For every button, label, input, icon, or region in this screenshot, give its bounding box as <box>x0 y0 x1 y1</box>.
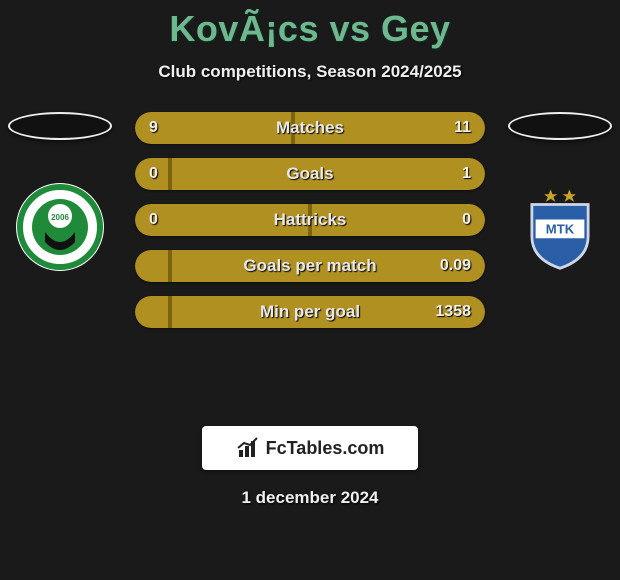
stat-bar: Goals per match0.09 <box>135 250 485 282</box>
right-crest-label: MTK <box>546 222 575 237</box>
stat-bar: Min per goal1358 <box>135 296 485 328</box>
footer-date: 1 december 2024 <box>0 488 620 508</box>
chart-icon <box>236 436 260 460</box>
left-crest-year: 2006 <box>51 213 69 222</box>
stat-bar-fill-right <box>310 204 485 236</box>
brand-badge: FcTables.com <box>202 426 418 470</box>
stat-bar: Goals01 <box>135 158 485 190</box>
left-player-ellipse <box>8 112 112 140</box>
left-club-crest: 2006 <box>15 182 105 272</box>
stat-bar-fill-right <box>170 250 485 282</box>
page-title: KovÃ¡cs vs Gey <box>0 8 620 50</box>
right-club-crest: MTK <box>515 182 605 272</box>
stat-bar-fill-left <box>135 250 170 282</box>
stat-bar-fill-left <box>135 296 170 328</box>
stat-bars: Matches911 Goals01 Hattricks00 Goals per ma… <box>135 112 485 328</box>
stat-bar-fill-right <box>170 158 485 190</box>
brand-text: FcTables.com <box>266 438 385 459</box>
right-player-ellipse <box>508 112 612 140</box>
stat-bar: Hattricks00 <box>135 204 485 236</box>
stats-area: 2006 MTK Matches911 Goals01 Hattricks00 Goa… <box>0 112 620 422</box>
comparison-card: KovÃ¡cs vs Gey Club competitions, Season… <box>0 0 620 580</box>
page-subtitle: Club competitions, Season 2024/2025 <box>0 62 620 82</box>
stat-bar: Matches911 <box>135 112 485 144</box>
stat-bar-fill-right <box>293 112 486 144</box>
stat-bar-fill-left <box>135 158 170 190</box>
left-player-column: 2006 <box>0 112 120 272</box>
stat-bar-fill-left <box>135 204 310 236</box>
stat-bar-fill-right <box>170 296 485 328</box>
right-player-column: MTK <box>500 112 620 272</box>
stat-bar-fill-left <box>135 112 293 144</box>
